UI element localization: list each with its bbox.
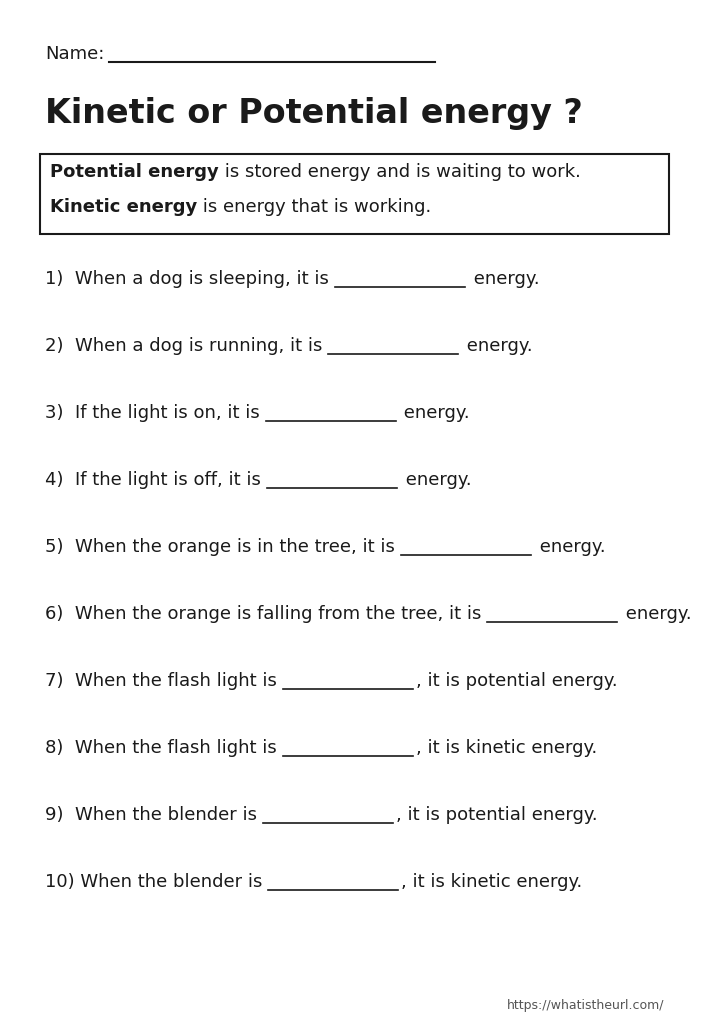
- Text: Kinetic or Potential energy ?: Kinetic or Potential energy ?: [45, 97, 583, 130]
- Text: 10) When the blender is: 10) When the blender is: [45, 873, 268, 891]
- Text: , it is potential energy.: , it is potential energy.: [415, 672, 618, 690]
- Text: 6)  When the orange is falling from the tree, it is: 6) When the orange is falling from the t…: [45, 605, 487, 623]
- Text: , it is potential energy.: , it is potential energy.: [396, 806, 598, 824]
- Text: Name:: Name:: [45, 45, 104, 63]
- Text: energy.: energy.: [620, 605, 692, 623]
- Text: is stored energy and is waiting to work.: is stored energy and is waiting to work.: [219, 163, 581, 181]
- Text: 2)  When a dog is running, it is: 2) When a dog is running, it is: [45, 337, 328, 355]
- Text: 1)  When a dog is sleeping, it is: 1) When a dog is sleeping, it is: [45, 270, 335, 288]
- Text: is energy that is working.: is energy that is working.: [197, 198, 432, 216]
- Text: 5)  When the orange is in the tree, it is: 5) When the orange is in the tree, it is: [45, 538, 401, 556]
- Text: energy.: energy.: [398, 404, 470, 422]
- Text: , it is kinetic energy.: , it is kinetic energy.: [401, 873, 582, 891]
- Text: 4)  If the light is off, it is: 4) If the light is off, it is: [45, 471, 267, 489]
- Text: 8)  When the flash light is: 8) When the flash light is: [45, 739, 282, 757]
- Text: energy.: energy.: [400, 471, 471, 489]
- Text: energy.: energy.: [461, 337, 532, 355]
- Text: energy.: energy.: [468, 270, 540, 288]
- Text: 3)  If the light is on, it is: 3) If the light is on, it is: [45, 404, 265, 422]
- Text: 9)  When the blender is: 9) When the blender is: [45, 806, 263, 824]
- Text: energy.: energy.: [534, 538, 605, 556]
- Text: Kinetic energy: Kinetic energy: [50, 198, 197, 216]
- Text: 7)  When the flash light is: 7) When the flash light is: [45, 672, 283, 690]
- FancyBboxPatch shape: [40, 154, 669, 234]
- Text: , it is kinetic energy.: , it is kinetic energy.: [415, 739, 597, 757]
- Text: https://whatistheurl.com/: https://whatistheurl.com/: [506, 999, 664, 1013]
- Text: Potential energy: Potential energy: [50, 163, 219, 181]
